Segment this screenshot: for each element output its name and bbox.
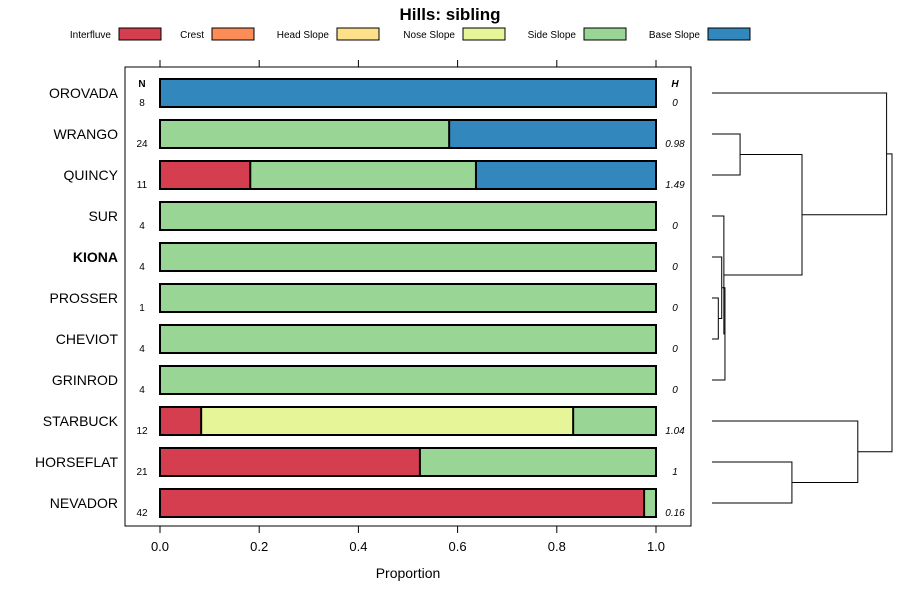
row-label: QUINCY [64, 167, 119, 183]
bar-segment [160, 243, 656, 271]
bar-segment [644, 489, 656, 517]
row-label: NEVADOR [50, 495, 118, 511]
legend: Interfluve Crest Head Slope Nose Slope Side … [70, 27, 751, 41]
x-axis-label: Proportion [376, 565, 441, 581]
row-n-value: 4 [139, 262, 145, 273]
row-h-value: 1.49 [665, 180, 685, 191]
dendrogram-link [712, 92, 888, 216]
x-tick-label: 0.2 [250, 539, 268, 554]
legend-swatch [118, 27, 162, 41]
row-h-value: 0 [672, 385, 678, 396]
bar-outline [159, 283, 657, 313]
bar-segment [160, 366, 656, 394]
x-tick-label: 0.0 [151, 539, 169, 554]
bar-segment [160, 161, 251, 189]
dendrogram-link [712, 256, 723, 319]
legend-label: Nose Slope [403, 30, 455, 41]
bar-segment [160, 284, 656, 312]
bar-outline [159, 201, 657, 231]
row-label: KIONA [73, 249, 118, 265]
row-h-value: 0 [672, 262, 678, 273]
bar-outline [159, 447, 657, 477]
row-h-value: 0 [672, 303, 678, 314]
bar-segment [573, 407, 656, 435]
bar-segment [160, 120, 450, 148]
row-n-value: 1 [139, 303, 145, 314]
legend-swatch [336, 27, 380, 41]
bar-segment [160, 325, 656, 353]
bar-outline [159, 119, 657, 149]
bar-outline [159, 406, 657, 436]
dendrogram-link [723, 154, 803, 276]
dendrogram-link [712, 420, 859, 483]
legend-label: Side Slope [528, 30, 577, 41]
bar-segment [160, 407, 202, 435]
dendrogram-link [857, 153, 893, 453]
dendrogram-link [712, 133, 741, 176]
bar-segment [419, 448, 656, 476]
chart-title: Hills: sibling [399, 5, 500, 24]
legend-label: Head Slope [277, 30, 330, 41]
row-h-value: 0 [672, 344, 678, 355]
legend-swatch [462, 27, 506, 41]
row-n-value: 8 [139, 98, 145, 109]
bar-outline [159, 488, 657, 518]
row-n-value: 12 [136, 426, 148, 437]
row-label: CHEVIOT [56, 331, 119, 347]
x-axis: 0.0 0.2 0.4 0.6 0.8 1.0 [151, 60, 665, 554]
row-label: HORSEFLAT [35, 454, 118, 470]
bar-outline [159, 242, 657, 272]
row-n-value: 21 [136, 467, 148, 478]
dendrogram [712, 92, 893, 504]
row-n-value: 4 [139, 385, 145, 396]
bar-segment [160, 448, 420, 476]
row-n-value: 4 [139, 221, 145, 232]
legend-label: Interfluve [70, 30, 112, 41]
bar-outline [159, 324, 657, 354]
row-h-value: 0 [672, 221, 678, 232]
row-label: STARBUCK [43, 413, 119, 429]
bar-segment [160, 79, 656, 107]
bar-outline [159, 160, 657, 190]
legend-swatch [583, 27, 627, 41]
bar-segment [475, 161, 657, 189]
legend-swatch [707, 27, 751, 41]
row-h-value: 0 [672, 98, 678, 109]
x-tick-label: 0.4 [349, 539, 367, 554]
n-column-header: N [138, 79, 145, 90]
bar-segment [201, 407, 574, 435]
bar-outline [159, 78, 657, 108]
bar-segment [449, 120, 656, 148]
dendrogram-link [712, 461, 793, 504]
row-label: OROVADA [49, 85, 119, 101]
row-label: SUR [88, 208, 118, 224]
bar-segment [250, 161, 476, 189]
h-column-header: H [671, 79, 679, 90]
row-label: PROSSER [50, 290, 118, 306]
row-label: GRINROD [52, 372, 118, 388]
row-n-value: 4 [139, 344, 145, 355]
x-tick-label: 0.6 [449, 539, 467, 554]
row-h-value: 0.16 [665, 508, 685, 519]
legend-label: Base Slope [649, 30, 701, 41]
x-tick-label: 1.0 [647, 539, 665, 554]
row-n-value: 24 [136, 139, 148, 150]
bar-segment [160, 202, 656, 230]
row-h-value: 1.04 [665, 426, 685, 437]
row-h-value: 0.98 [665, 139, 685, 150]
bar-segment [160, 489, 645, 517]
dendrogram-link [712, 297, 719, 340]
bar-outline [159, 365, 657, 395]
row-h-value: 1 [672, 467, 678, 478]
row-label: WRANGO [53, 126, 118, 142]
legend-label: Crest [180, 30, 204, 41]
legend-swatch [211, 27, 255, 41]
row-n-value: 11 [137, 180, 148, 191]
row-n-value: 42 [136, 508, 148, 519]
plot-panel [124, 66, 692, 527]
x-tick-label: 0.8 [548, 539, 566, 554]
